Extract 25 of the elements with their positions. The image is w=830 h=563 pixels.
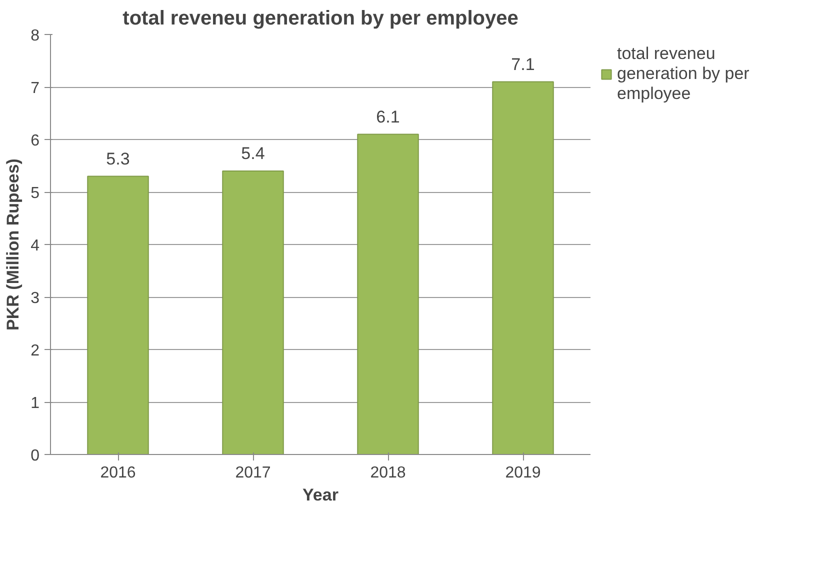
- x-tick-label: 2018: [370, 464, 406, 482]
- bar: [357, 134, 419, 454]
- x-axis-title: Year: [302, 486, 339, 504]
- chart-title: total reveneu generation by per employee: [122, 8, 518, 30]
- data-label: 5.4: [241, 144, 265, 163]
- data-label: 6.1: [376, 107, 400, 126]
- y-tick-label: 1: [30, 395, 40, 412]
- x-tick-label: 2016: [100, 464, 136, 482]
- legend-label: total reveneu generation by per employee: [617, 44, 750, 104]
- y-tick-label: 7: [30, 80, 40, 97]
- data-label: 5.3: [106, 149, 130, 168]
- y-tick-label: 4: [30, 238, 40, 254]
- bar: [87, 176, 149, 454]
- y-tick-label: 6: [30, 132, 40, 150]
- y-tick-label: 8: [30, 28, 40, 44]
- bar: [492, 81, 554, 454]
- x-tick-label: 2019: [505, 464, 541, 482]
- y-axis-title: PKR (Million Rupees): [4, 158, 23, 330]
- y-tick-label: 2: [30, 342, 40, 360]
- y-tick-label: 0: [30, 448, 40, 464]
- bar: [222, 170, 284, 454]
- data-label: 7.1: [511, 54, 535, 74]
- y-tick-label: 5: [30, 185, 40, 202]
- y-tick-label: 3: [30, 290, 40, 307]
- x-tick-label: 2017: [235, 464, 271, 482]
